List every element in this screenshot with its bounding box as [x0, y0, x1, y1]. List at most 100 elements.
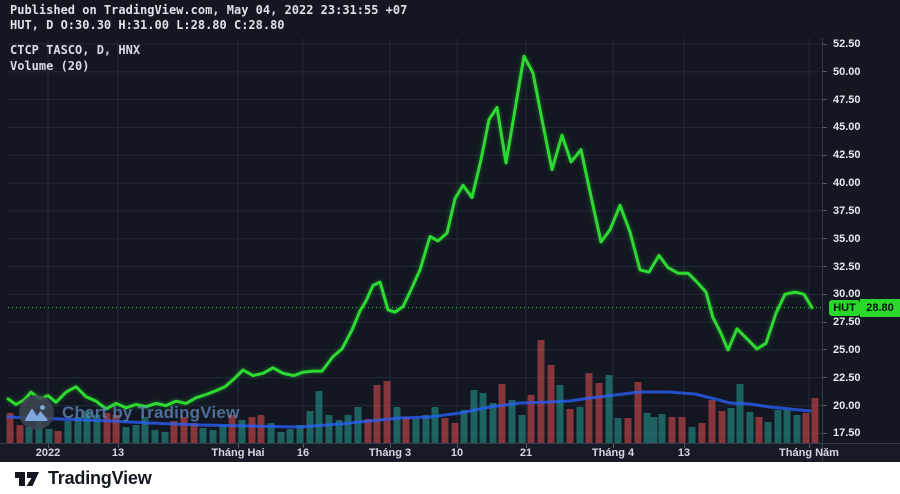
volume-bar — [132, 425, 140, 443]
volume-bar — [678, 417, 686, 443]
volume-bar — [802, 413, 810, 443]
volume-bar — [64, 421, 72, 443]
ohlc-line: HUT, D O:30.30 H:31.00 L:28.80 C:28.80 — [10, 18, 285, 32]
volume-bar — [460, 410, 468, 443]
volume-bar — [650, 417, 658, 443]
price-axis-tick — [823, 266, 827, 268]
volume-bar — [537, 340, 545, 443]
time-axis-tick — [48, 444, 49, 448]
last-price-symbol-pill: HUT — [829, 299, 860, 316]
volume-bar — [6, 413, 14, 443]
chart-legend[interactable]: CTCP TASCO, D, HNX Volume (20) — [10, 42, 140, 74]
price-axis-tick — [823, 99, 827, 101]
volume-bar — [624, 418, 632, 443]
time-axis-label[interactable]: 2022 — [35, 447, 61, 459]
snapshot-footer: TradingView — [0, 462, 900, 494]
volume-bar — [422, 415, 430, 443]
tradingview-logo-icon — [15, 471, 39, 486]
volume-bar — [325, 415, 333, 443]
volume-bar — [605, 375, 613, 443]
time-axis-label[interactable]: 13 — [111, 447, 125, 459]
price-axis-tick — [823, 377, 827, 379]
price-axis-label: 35.00 — [833, 232, 861, 245]
volume-bar — [161, 432, 169, 443]
volume-bar — [585, 373, 593, 443]
volume-bar — [74, 417, 82, 443]
price-axis-tick — [823, 126, 827, 128]
price-axis-label: 45.00 — [833, 121, 861, 134]
volume-bar — [209, 430, 217, 443]
volume-bar — [566, 409, 574, 443]
volume-bar — [257, 415, 265, 443]
time-axis-label[interactable]: Tháng Năm — [779, 447, 839, 459]
volume-bar — [518, 415, 526, 443]
volume-bar — [811, 398, 819, 443]
volume-bar — [315, 391, 323, 443]
time-axis-label[interactable]: 21 — [519, 447, 533, 459]
volume-bar — [248, 417, 256, 443]
volume-bar — [764, 422, 772, 443]
price-axis-label: 17.50 — [833, 427, 861, 440]
volume-bar — [441, 418, 449, 443]
price-axis-label: 47.50 — [833, 93, 861, 106]
time-axis[interactable]: 2022 13 Tháng Hai 16 Tháng 3 10 21 Tháng 4 13 Thá… — [0, 443, 900, 463]
volume-bar — [688, 427, 696, 443]
volume-bar — [634, 382, 642, 443]
volume-indicator-legend[interactable]: Volume (20) — [10, 59, 90, 73]
volume-bar — [393, 407, 401, 443]
watermark-text: Chart by TradingView — [62, 402, 240, 422]
price-axis-label: 25.00 — [833, 343, 861, 356]
volume-bar — [277, 432, 285, 443]
volume-bar — [267, 423, 275, 443]
volume-bar — [576, 407, 584, 443]
volume-bar — [489, 403, 497, 443]
price-axis[interactable]: 52.50 50.00 47.50 45.00 42.50 40.00 37.50 35.00… — [822, 38, 900, 443]
volume-bar — [141, 417, 149, 443]
volume-bar — [402, 417, 410, 443]
chart-pane[interactable]: CTCP TASCO, D, HNX Volume (20) Chart by … — [0, 38, 900, 443]
volume-bar — [527, 395, 535, 443]
time-axis-tick — [390, 444, 391, 448]
volume-bar — [103, 413, 111, 443]
time-axis-tick — [457, 444, 458, 448]
volume-bar — [25, 427, 33, 443]
volume-bar — [668, 417, 676, 443]
volume-bar — [774, 410, 782, 443]
symbol-legend[interactable]: CTCP TASCO, D, HNX — [10, 43, 141, 57]
volume-bar — [698, 423, 706, 443]
time-axis-label[interactable]: Tháng 4 — [591, 447, 635, 459]
volume-bar — [793, 415, 801, 443]
volume-bar — [344, 415, 352, 443]
price-axis-label: 27.50 — [833, 316, 861, 329]
price-axis-label: 32.50 — [833, 260, 861, 273]
volume-bar — [708, 400, 716, 443]
time-axis-label[interactable]: 16 — [296, 447, 310, 459]
volume-bar — [228, 415, 236, 443]
tradingview-watermark: Chart by TradingView — [19, 395, 240, 430]
volume-bar — [746, 412, 754, 443]
volume-bar — [170, 421, 178, 443]
price-axis-tick — [823, 405, 827, 407]
volume-bar — [286, 429, 294, 443]
volume-bar — [238, 420, 246, 443]
time-axis-label[interactable]: Tháng Hai — [211, 447, 265, 459]
price-axis-tick — [823, 293, 827, 295]
time-axis-tick — [118, 444, 119, 448]
time-axis-label[interactable]: 10 — [450, 447, 464, 459]
time-axis-tick — [684, 444, 685, 448]
last-price-badge: 28.80 — [860, 298, 900, 317]
volume-bar — [431, 407, 439, 443]
tradingview-brand: TradingView — [14, 468, 152, 489]
time-axis-label[interactable]: Tháng 3 — [368, 447, 412, 459]
published-line: Published on TradingView.com, May 04, 20… — [10, 3, 408, 17]
volume-bar — [112, 415, 120, 443]
volume-bar — [755, 417, 763, 443]
volume-bar — [508, 400, 516, 443]
time-axis-label[interactable]: 13 — [677, 447, 691, 459]
time-axis-tick — [303, 444, 304, 448]
price-axis-tick — [823, 182, 827, 184]
volume-bar — [614, 418, 622, 443]
volume-bar — [45, 429, 53, 443]
price-axis-label: 30.00 — [833, 288, 861, 301]
